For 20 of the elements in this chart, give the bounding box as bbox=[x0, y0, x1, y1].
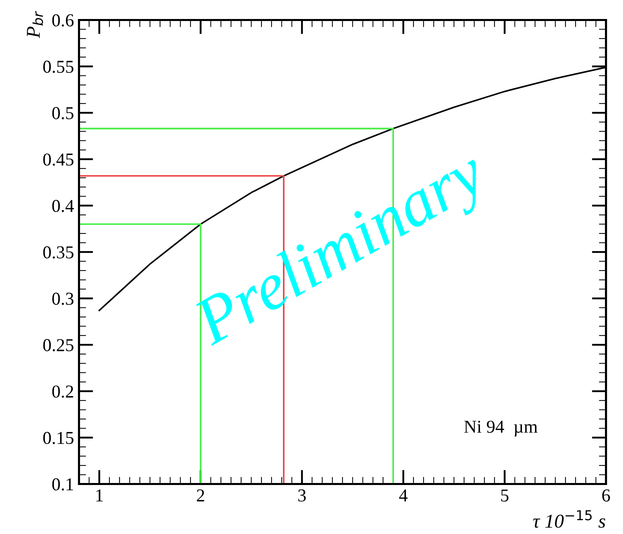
y-tick-label: 0.4 bbox=[52, 200, 74, 212]
x-tick-label: 4 bbox=[399, 490, 408, 502]
y-tick-label: 0.55 bbox=[43, 60, 74, 73]
annotation: Ni 94 µm bbox=[464, 420, 538, 437]
y-tick-label: 0.2 bbox=[52, 385, 74, 398]
x-tick-label: 5 bbox=[501, 490, 508, 502]
y-tick-label: 0.45 bbox=[43, 153, 74, 166]
y-axis-title: P$_{br}$ bbox=[26, 11, 44, 38]
y-tick-label: 0.6 bbox=[52, 14, 74, 27]
x-tick-label: 1 bbox=[96, 489, 103, 502]
x-axis-title: τ 10$^{−15}$ s bbox=[533, 510, 606, 528]
x-tick-label: 2 bbox=[196, 489, 204, 502]
y-tick-label: 0.5 bbox=[52, 107, 74, 120]
y-tick-label: 0.25 bbox=[43, 339, 74, 352]
x-tick-label: 3 bbox=[298, 489, 306, 502]
x-tick-label: 6 bbox=[602, 489, 610, 502]
y-tick-label: 0.15 bbox=[43, 432, 74, 444]
y-tick-label: 0.3 bbox=[52, 292, 74, 305]
y-tick-label: 0.1 bbox=[52, 478, 74, 491]
y-tick-label: 0.35 bbox=[43, 246, 74, 259]
